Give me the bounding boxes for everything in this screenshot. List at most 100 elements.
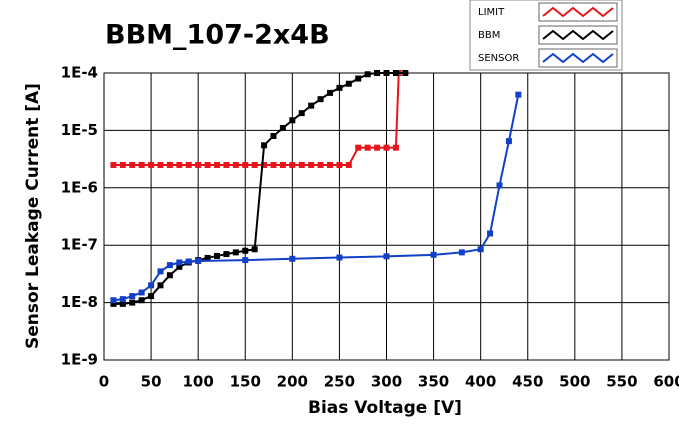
data-point [166,272,173,279]
data-point [336,84,343,91]
data-point [430,251,437,258]
data-point [374,70,381,76]
data-point [392,70,399,76]
data-point [129,299,136,306]
data-point [185,161,192,168]
legend-swatch [542,29,614,41]
data-point [355,75,362,82]
x-tick-label: 50 [141,373,162,391]
data-point [345,80,352,87]
data-point [487,230,494,237]
data-point [279,161,286,168]
data-point [214,252,220,259]
data-point [119,296,126,303]
data-point [242,257,249,264]
data-point [261,161,268,168]
data-point [383,253,390,260]
data-point [148,293,155,300]
x-tick-label: 150 [230,373,261,391]
data-point [176,263,183,270]
data-point [148,161,155,168]
x-tick-label: 0 [99,373,109,391]
data-point [383,70,390,76]
data-point [119,161,126,168]
legend-swatch [542,52,614,64]
legend-label: BBM [478,30,500,41]
x-tick-label: 200 [277,373,308,391]
data-point [298,161,305,168]
data-point [496,182,503,189]
data-point [317,161,324,168]
data-point [308,161,315,168]
data-point [270,132,277,139]
y-tick-label: 1E-7 [61,236,98,254]
data-point [110,161,117,168]
data-point [374,144,381,151]
y-tick-label: 1E-9 [61,351,98,369]
x-tick-label: 300 [371,373,402,391]
data-point [176,259,183,266]
data-point [308,102,315,109]
data-point [138,289,145,296]
y-tick-label: 1E-4 [61,64,98,82]
x-tick-label: 400 [465,373,496,391]
x-tick-label: 450 [512,373,543,391]
data-point [345,161,352,168]
x-axis-label: Bias Voltage [V] [308,398,462,418]
data-point [232,161,239,168]
data-point [364,144,371,151]
x-tick-label: 100 [183,373,214,391]
data-point [327,89,333,96]
data-point [204,254,211,261]
data-point [392,144,399,151]
data-point [214,161,220,168]
data-point [336,254,343,261]
data-point [157,161,164,168]
data-point [515,91,522,98]
data-point [298,110,305,117]
data-point [185,258,192,265]
data-point [383,144,390,151]
data-point [223,251,230,258]
x-tick-label: 600 [653,373,679,391]
data-point [157,282,164,289]
data-point [166,161,173,168]
data-point [364,71,371,78]
data-point [166,262,173,269]
data-point [327,161,333,168]
data-point [195,161,202,168]
data-point [110,300,117,307]
data-point [289,161,296,168]
data-point [129,161,136,168]
x-tick-label: 500 [559,373,590,391]
data-point [261,142,268,149]
x-tick-label: 550 [606,373,637,391]
data-point [195,258,202,265]
y-tick-label: 1E-6 [61,178,98,196]
data-point [251,246,258,253]
data-point [204,161,211,168]
legend-label: LIMIT [478,7,505,18]
data-point [119,300,126,307]
data-point [458,249,465,256]
data-point [355,144,362,151]
data-point [477,246,484,253]
data-point [317,96,324,103]
data-point [138,161,145,168]
data-point [402,70,409,76]
data-point [110,297,117,304]
data-point [242,247,249,254]
data-point [176,161,183,168]
chart-title: BBM_107-2x4B [105,20,330,51]
data-point [289,255,296,262]
data-point [148,282,155,289]
data-point [138,297,145,304]
data-point [336,161,343,168]
legend-label: SENSOR [478,53,519,64]
y-tick-label: 1E-8 [61,293,98,311]
data-point [270,161,277,168]
x-tick-label: 350 [418,373,449,391]
y-axis-label: Sensor Leakage Current [A] [23,83,43,349]
